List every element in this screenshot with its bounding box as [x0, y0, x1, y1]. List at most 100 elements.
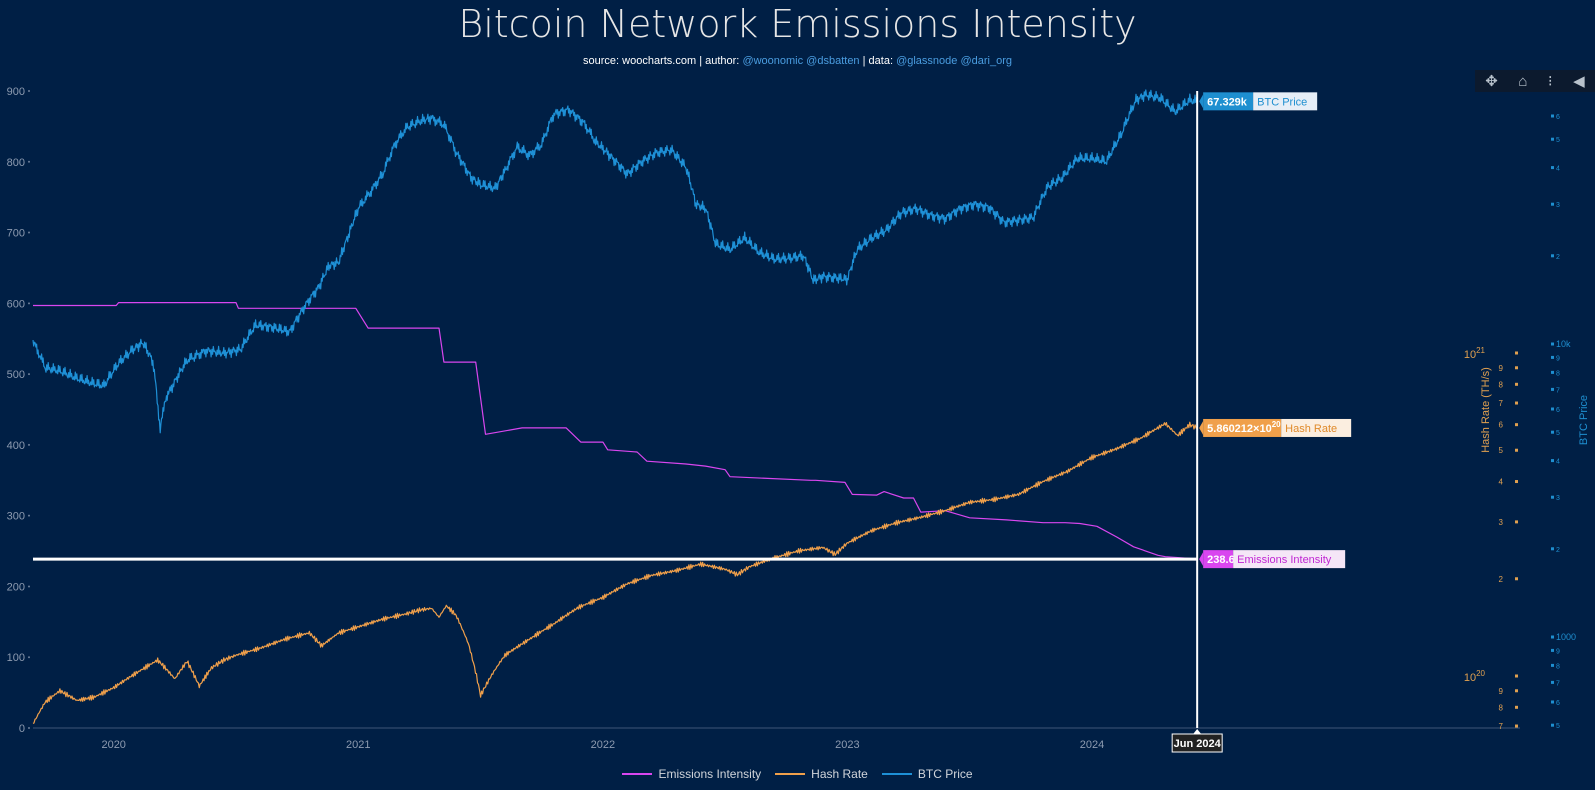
y-left-tick-label: 900: [7, 86, 25, 98]
y-price-tick-mark: [1551, 635, 1554, 639]
x-tick-label: 2020: [101, 739, 125, 751]
y-left-tick-label: 200: [7, 581, 25, 593]
y-price-tick-label: 4: [1556, 459, 1560, 466]
hover-value-emissions: 238.6: [1207, 554, 1235, 566]
y-hash-tick-mark: [1515, 520, 1518, 524]
legend-item-btc-price[interactable]: BTC Price: [881, 767, 973, 781]
y-hash-tick-mark: [1515, 423, 1518, 427]
y-price-tick-mark: [1551, 547, 1554, 551]
hover-pointer-hash-rate: [1199, 420, 1204, 435]
y-price-tick-mark: [1551, 387, 1554, 391]
y-hash-tick-mark: [1515, 689, 1518, 693]
hover-pointer-btc-price: [1199, 94, 1204, 109]
hover-name-btc-price: BTC Price: [1257, 96, 1307, 108]
y-hash-tick-label: 6: [1499, 421, 1504, 430]
y-left-tick-label: 400: [7, 440, 25, 452]
y-price-tick-mark: [1551, 723, 1554, 727]
legend: Emissions Intensity Hash Rate BTC Price: [0, 767, 1595, 781]
source-link[interactable]: woocharts.com: [622, 55, 697, 67]
y-price-tick-label: 10k: [1556, 339, 1571, 349]
y-price-tick-mark: [1551, 680, 1554, 684]
y-hash-tick-label: 3: [1499, 518, 1504, 527]
cursor-date-label: Jun 2024: [1174, 738, 1222, 750]
y-hash-tick-label: 1021: [1464, 346, 1486, 361]
series-line-emissions-intensity: [33, 302, 1198, 560]
y-hash-tick-label: 4: [1499, 478, 1504, 487]
y-hash-tick-mark: [1515, 577, 1518, 581]
y-price-tick-label: 3: [1556, 495, 1560, 502]
legend-swatch-btc-price: [881, 773, 912, 775]
y-left-tick-mark: [28, 90, 30, 92]
y-hash-tick-mark: [1515, 382, 1518, 386]
hash-axis-title: Hash Rate (TH/s): [1480, 367, 1492, 453]
legend-item-hashrate[interactable]: Hash Rate: [775, 767, 868, 781]
hover-pointer-emissions: [1199, 552, 1204, 567]
spike-lines-icon[interactable]: ⁝: [1547, 73, 1553, 90]
y-hash-tick-label: 1020: [1464, 669, 1486, 684]
y-price-tick-label: 6: [1556, 700, 1560, 707]
y-left-tick-mark: [28, 160, 30, 163]
y-price-tick-mark: [1551, 370, 1554, 374]
y-price-tick-mark: [1551, 459, 1554, 463]
y-price-tick-label: 8: [1556, 370, 1560, 377]
series-line-hash-rate: [32, 421, 1198, 724]
author-links[interactable]: @woonomic @dsbatten: [742, 55, 860, 67]
cursor-date-pointer: [1193, 729, 1202, 734]
pan-icon[interactable]: ✥: [1485, 73, 1498, 90]
legend-swatch-emissions: [622, 773, 653, 775]
chart-title: Bitcoin Network Emissions Intensity: [458, 2, 1137, 46]
y-price-tick-mark: [1551, 648, 1554, 652]
y-price-tick-label: 5: [1556, 137, 1560, 144]
y-hash-tick-label: 2: [1499, 575, 1504, 584]
y-price-tick-label: 7: [1556, 387, 1560, 394]
y-price-tick-mark: [1551, 663, 1554, 667]
y-hash-tick-mark: [1515, 705, 1518, 709]
legend-swatch-hashrate: [775, 773, 806, 775]
y-left-tick-mark: [28, 302, 30, 305]
y-hash-tick-mark: [1515, 351, 1518, 355]
y-hash-tick-mark: [1515, 401, 1518, 405]
y-left-tick-label: 0: [19, 723, 25, 735]
y-left-tick-label: 500: [7, 369, 25, 381]
hover-name-hash-rate: Hash Rate: [1285, 423, 1337, 435]
y-hash-tick-label: 8: [1499, 703, 1504, 712]
y-hash-tick-mark: [1515, 674, 1518, 678]
y-price-tick-mark: [1551, 495, 1554, 499]
hover-name-box-emissions: [1233, 550, 1346, 569]
y-price-tick-label: 1000: [1556, 632, 1576, 642]
series-line-btc-price: [32, 89, 1198, 434]
y-price-tick-mark: [1551, 254, 1554, 258]
home-icon[interactable]: ⌂: [1518, 72, 1528, 90]
y-price-tick-mark: [1551, 430, 1554, 434]
y-hash-tick-mark: [1515, 724, 1518, 728]
x-tick-label: 2023: [835, 739, 859, 751]
y-price-tick-label: 6: [1556, 114, 1560, 121]
y-left-tick-mark: [28, 656, 30, 659]
y-price-tick-mark: [1551, 166, 1554, 170]
data-source-links[interactable]: @glassnode @dari_org: [896, 55, 1012, 67]
y-left-tick-mark: [28, 514, 30, 517]
legend-item-emissions[interactable]: Emissions Intensity: [622, 767, 761, 781]
y-price-tick-mark: [1551, 700, 1554, 704]
hover-compare-icon[interactable]: ◀: [1573, 73, 1585, 90]
y-price-tick-label: 7: [1556, 680, 1560, 687]
y-hash-tick-label: 9: [1499, 687, 1504, 696]
hover-value-hash-rate: 5.860212×1020: [1207, 420, 1281, 435]
x-tick-label: 2024: [1080, 739, 1104, 751]
y-left-tick-label: 700: [7, 228, 25, 240]
y-price-tick-label: 9: [1556, 648, 1560, 655]
x-tick-label: 2021: [346, 739, 370, 751]
y-hash-tick-label: 9: [1499, 364, 1504, 373]
y-price-tick-mark: [1551, 137, 1554, 141]
y-hash-tick-label: 5: [1499, 446, 1504, 455]
hover-value-box-hash-rate: [1203, 418, 1282, 437]
y-left-tick-label: 300: [7, 511, 25, 523]
y-price-tick-label: 8: [1556, 663, 1560, 670]
hover-name-box-btc-price: [1253, 92, 1318, 111]
y-price-tick-mark: [1551, 342, 1554, 346]
y-left-tick-label: 800: [7, 157, 25, 169]
hover-value-box-emissions: [1203, 550, 1234, 569]
chart-subtitle: source: woocharts.com | author: @woonomi…: [583, 55, 1012, 67]
y-price-tick-label: 4: [1556, 166, 1560, 173]
